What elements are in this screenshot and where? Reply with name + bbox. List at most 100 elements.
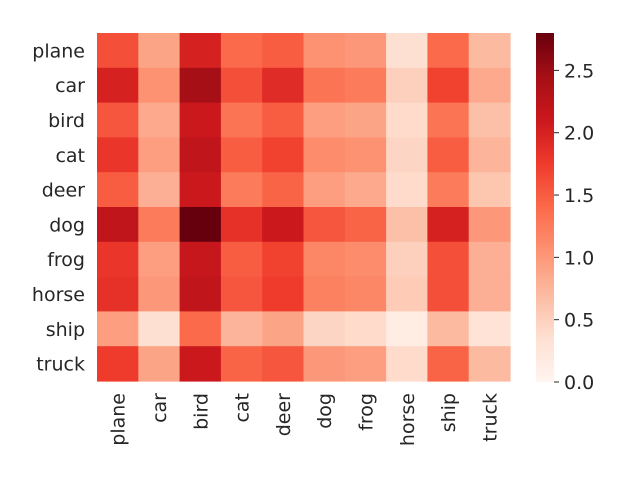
- heatmap-cell-bird-plane: [97, 102, 139, 138]
- column-label-deer: deer: [273, 393, 295, 436]
- heatmap-cell-bird-cat: [220, 102, 263, 138]
- heatmap-cell-plane-ship: [427, 33, 470, 69]
- colorbar-tick-label: 2.0: [564, 123, 594, 145]
- heatmap-cell-ship-horse: [386, 311, 428, 347]
- heatmap-cell-cat-plane: [97, 137, 139, 173]
- heatmap-cell-horse-car: [138, 276, 181, 312]
- heatmap-cell-plane-plane: [97, 33, 139, 69]
- heatmap-cell-truck-cat: [220, 346, 263, 382]
- heatmap-cell-car-bird: [179, 67, 222, 104]
- column-label-frog: frog: [355, 393, 377, 431]
- colorbar-tick-label: 2.5: [564, 60, 594, 82]
- heatmap-cell-cat-frog: [344, 137, 387, 173]
- column-label-plane: plane: [108, 393, 130, 446]
- heatmap-cell-horse-ship: [427, 276, 470, 312]
- heatmap-cell-deer-car: [138, 172, 181, 208]
- heatmap-cell-deer-bird: [179, 172, 222, 208]
- heatmap-cell-ship-cat: [220, 311, 263, 347]
- heatmap-cell-bird-bird: [179, 102, 222, 138]
- column-labels: plane car bird cat deer dog frog horse ship truck: [108, 393, 502, 446]
- heatmap-cell-deer-ship: [427, 172, 470, 208]
- column-label-horse: horse: [397, 393, 419, 446]
- heatmap-cell-ship-truck: [468, 311, 511, 347]
- heatmap-cell-plane-car: [138, 33, 181, 69]
- heatmap-cell-bird-dog: [303, 102, 346, 138]
- heatmap-cell-frog-ship: [427, 241, 470, 278]
- heatmap-cell-dog-bird: [179, 207, 222, 243]
- heatmap-cell-horse-truck: [468, 276, 511, 312]
- heatmap-cell-car-plane: [97, 67, 139, 104]
- heatmap-cell-deer-frog: [344, 172, 387, 208]
- heatmap-cell-bird-deer: [262, 102, 305, 138]
- heatmap-cell-truck-dog: [303, 346, 346, 382]
- heatmap-cell-horse-deer: [262, 276, 305, 312]
- row-label-horse: horse: [32, 284, 85, 306]
- heatmap-cell-frog-deer: [262, 241, 305, 278]
- heatmap-cell-ship-bird: [179, 311, 222, 347]
- heatmap-cell-car-frog: [344, 67, 387, 104]
- heatmap-cell-plane-dog: [303, 33, 346, 69]
- heatmap-cell-dog-deer: [262, 207, 305, 243]
- heatmap-cell-cat-bird: [179, 137, 222, 173]
- row-label-frog: frog: [47, 249, 85, 271]
- heatmap-cell-horse-dog: [303, 276, 346, 312]
- heatmap-cell-horse-frog: [344, 276, 387, 312]
- heatmap-cell-deer-plane: [97, 172, 139, 208]
- heatmap-cell-ship-dog: [303, 311, 346, 347]
- heatmap-cell-plane-horse: [386, 33, 428, 69]
- colorbar-tick-label: 1.0: [564, 247, 594, 269]
- heatmap-cell-car-ship: [427, 67, 470, 104]
- heatmap-cell-ship-deer: [262, 311, 305, 347]
- heatmap-cell-car-dog: [303, 67, 346, 104]
- heatmap-cell-bird-frog: [344, 102, 387, 138]
- heatmap-cell-dog-frog: [344, 207, 387, 243]
- heatmap-cell-deer-truck: [468, 172, 511, 208]
- heatmap-cell-horse-horse: [386, 276, 428, 312]
- heatmap-cell-car-horse: [386, 67, 428, 104]
- heatmap-cell-bird-ship: [427, 102, 470, 138]
- heatmap-cell-dog-ship: [427, 207, 470, 243]
- heatmap-cell-ship-ship: [427, 311, 470, 347]
- row-label-dog: dog: [49, 214, 85, 236]
- heatmap-cell-ship-plane: [97, 311, 139, 347]
- heatmap-cell-plane-frog: [344, 33, 387, 69]
- heatmap-cell-truck-deer: [262, 346, 305, 382]
- heatmap-cell-horse-bird: [179, 276, 222, 312]
- heatmap-cell-frog-frog: [344, 241, 387, 278]
- heatmap-cell-frog-dog: [303, 241, 346, 278]
- heatmap-cell-truck-car: [138, 346, 181, 382]
- heatmap-cell-horse-cat: [220, 276, 263, 312]
- heatmap-cell-dog-cat: [220, 207, 263, 243]
- row-label-bird: bird: [48, 110, 85, 132]
- heatmap-cell-plane-bird: [179, 33, 222, 69]
- heatmap-cell-dog-dog: [303, 207, 346, 243]
- row-label-cat: cat: [55, 145, 85, 167]
- heatmap-cell-deer-dog: [303, 172, 346, 208]
- heatmap-cell-car-deer: [262, 67, 305, 104]
- column-label-ship: ship: [438, 393, 460, 432]
- column-label-cat: cat: [232, 393, 254, 423]
- colorbar: [536, 33, 554, 382]
- heatmap-cell-frog-truck: [468, 241, 511, 278]
- column-label-truck: truck: [479, 393, 501, 442]
- column-label-bird: bird: [190, 393, 212, 430]
- heatmap-cell-cat-horse: [386, 137, 428, 173]
- heatmap-cell-bird-horse: [386, 102, 428, 138]
- heatmap-cell-cat-dog: [303, 137, 346, 173]
- heatmap-cell-truck-frog: [344, 346, 387, 382]
- heatmap-cell-truck-bird: [179, 346, 222, 382]
- heatmap-cell-frog-plane: [97, 241, 139, 278]
- heatmap-cell-cat-ship: [427, 137, 470, 173]
- heatmap-cell-dog-truck: [468, 207, 511, 243]
- heatmap-cell-dog-horse: [386, 207, 428, 243]
- heatmap-cell-truck-plane: [97, 346, 139, 382]
- row-label-car: car: [55, 75, 85, 97]
- row-label-ship: ship: [46, 319, 85, 341]
- heatmap-cell-plane-deer: [262, 33, 305, 69]
- heatmap-cells: [97, 33, 511, 382]
- colorbar-tick-label: 0.5: [564, 310, 594, 332]
- heatmap-cell-cat-cat: [220, 137, 263, 173]
- heatmap-cell-car-car: [138, 67, 181, 104]
- colorbar-tick-label: 1.5: [564, 185, 594, 207]
- heatmap-cell-truck-horse: [386, 346, 428, 382]
